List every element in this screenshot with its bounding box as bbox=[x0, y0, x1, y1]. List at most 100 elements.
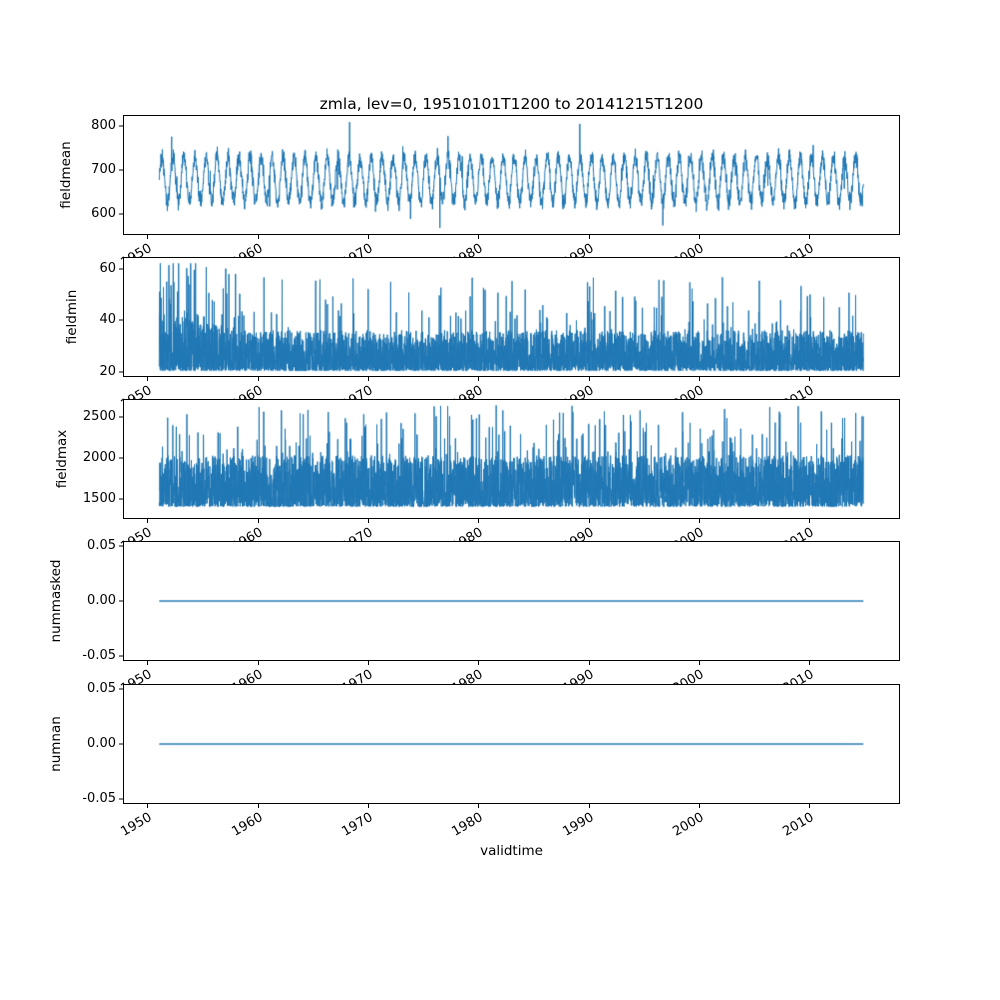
x-tick-mark bbox=[478, 235, 480, 239]
x-tick-mark bbox=[257, 519, 259, 523]
x-tick-mark bbox=[699, 661, 701, 665]
x-tick-mark bbox=[478, 519, 480, 523]
y-tick-label: -0.05 bbox=[82, 647, 116, 663]
y-axis-label-fieldmean: fieldmean bbox=[58, 141, 74, 209]
x-tick-label: 2000 bbox=[670, 667, 707, 697]
y-tick-label: 700 bbox=[91, 162, 116, 178]
y-tick-label: -0.05 bbox=[82, 790, 116, 806]
y-axis-label-fieldmin: fieldmin bbox=[64, 289, 80, 345]
y-tick-label: 40 bbox=[99, 312, 116, 328]
x-tick-label: 1960 bbox=[228, 667, 266, 697]
x-tick-label: 1990 bbox=[560, 383, 597, 413]
y-tick-mark bbox=[119, 798, 123, 800]
y-tick-mark bbox=[119, 125, 123, 127]
x-tick-label: 2000 bbox=[670, 810, 707, 840]
y-tick-mark bbox=[119, 457, 123, 459]
x-tick-mark bbox=[257, 377, 259, 381]
x-tick-mark bbox=[257, 661, 259, 665]
x-tick-mark bbox=[588, 804, 590, 808]
series-line-canvas bbox=[124, 116, 899, 234]
x-tick-mark bbox=[478, 661, 480, 665]
y-tick-mark bbox=[119, 268, 123, 270]
y-tick-label: 2500 bbox=[82, 409, 116, 425]
x-axis-label: validtime bbox=[480, 843, 543, 859]
x-tick-label: 2010 bbox=[780, 383, 817, 413]
axes-box bbox=[123, 541, 900, 661]
x-tick-mark bbox=[147, 804, 149, 808]
y-tick-mark bbox=[119, 416, 123, 418]
x-tick-label: 1960 bbox=[228, 525, 266, 555]
y-axis-label-fieldmax: fieldmax bbox=[54, 429, 70, 489]
x-tick-label: 1950 bbox=[118, 241, 155, 271]
y-tick-mark bbox=[119, 655, 123, 657]
y-tick-label: 800 bbox=[91, 117, 116, 133]
y-tick-label: 0.00 bbox=[87, 736, 116, 752]
axes-box bbox=[123, 684, 900, 804]
x-tick-label: 2010 bbox=[780, 525, 817, 555]
y-tick-mark bbox=[119, 498, 123, 500]
x-tick-mark bbox=[147, 661, 149, 665]
x-tick-label: 2000 bbox=[670, 383, 707, 413]
x-tick-label: 1950 bbox=[118, 383, 155, 413]
x-tick-label: 1970 bbox=[339, 667, 376, 697]
x-tick-mark bbox=[257, 235, 259, 239]
x-tick-label: 1990 bbox=[560, 241, 597, 271]
y-axis-label-nummasked: nummasked bbox=[48, 559, 64, 643]
x-tick-label: 1980 bbox=[449, 667, 486, 697]
y-tick-mark bbox=[119, 213, 123, 215]
y-tick-label: 2000 bbox=[82, 450, 116, 466]
x-tick-label: 1970 bbox=[339, 525, 376, 555]
y-tick-label: 0.00 bbox=[87, 593, 116, 609]
x-tick-label: 1970 bbox=[339, 810, 376, 840]
x-tick-label: 1980 bbox=[449, 810, 486, 840]
y-tick-label: 600 bbox=[91, 206, 116, 222]
x-tick-label: 2000 bbox=[670, 241, 707, 271]
x-tick-mark bbox=[588, 377, 590, 381]
x-tick-label: 1960 bbox=[228, 383, 266, 413]
x-tick-mark bbox=[809, 235, 811, 239]
x-tick-label: 2010 bbox=[780, 810, 817, 840]
y-tick-label: 60 bbox=[99, 261, 116, 277]
x-tick-label: 2000 bbox=[670, 525, 707, 555]
y-tick-label: 20 bbox=[99, 363, 116, 379]
x-tick-mark bbox=[699, 235, 701, 239]
x-tick-mark bbox=[588, 235, 590, 239]
axes-box bbox=[123, 399, 900, 519]
x-tick-mark bbox=[699, 804, 701, 808]
x-tick-label: 1950 bbox=[118, 525, 155, 555]
y-tick-mark bbox=[119, 169, 123, 171]
x-tick-label: 1980 bbox=[449, 525, 486, 555]
x-tick-mark bbox=[699, 377, 701, 381]
x-tick-mark bbox=[147, 377, 149, 381]
x-tick-label: 1970 bbox=[339, 241, 376, 271]
x-tick-mark bbox=[809, 377, 811, 381]
x-tick-label: 1950 bbox=[118, 810, 155, 840]
x-tick-mark bbox=[257, 804, 259, 808]
x-tick-mark bbox=[809, 519, 811, 523]
x-tick-label: 1960 bbox=[228, 241, 266, 271]
y-axis-label-numnan: numnan bbox=[48, 716, 64, 772]
x-tick-mark bbox=[478, 804, 480, 808]
x-tick-mark bbox=[809, 804, 811, 808]
x-tick-mark bbox=[368, 235, 370, 239]
x-tick-label: 2010 bbox=[780, 667, 817, 697]
x-tick-mark bbox=[147, 519, 149, 523]
x-tick-label: 1970 bbox=[339, 383, 376, 413]
y-tick-label: 1500 bbox=[82, 491, 116, 507]
y-tick-mark bbox=[119, 319, 123, 321]
y-tick-label: 0.05 bbox=[87, 681, 116, 697]
x-tick-mark bbox=[699, 519, 701, 523]
axes-box bbox=[123, 115, 900, 235]
axes-box bbox=[123, 257, 900, 377]
series-line-canvas bbox=[124, 685, 899, 803]
x-tick-mark bbox=[588, 519, 590, 523]
series-line-canvas bbox=[124, 542, 899, 660]
y-tick-mark bbox=[119, 545, 123, 547]
x-tick-mark bbox=[809, 661, 811, 665]
x-tick-label: 2010 bbox=[780, 241, 817, 271]
x-tick-label: 1990 bbox=[560, 525, 597, 555]
chart-title: zmla, lev=0, 19510101T1200 to 20141215T1… bbox=[319, 95, 704, 113]
x-tick-mark bbox=[147, 235, 149, 239]
y-tick-mark bbox=[119, 371, 123, 373]
x-tick-label: 1990 bbox=[560, 810, 597, 840]
